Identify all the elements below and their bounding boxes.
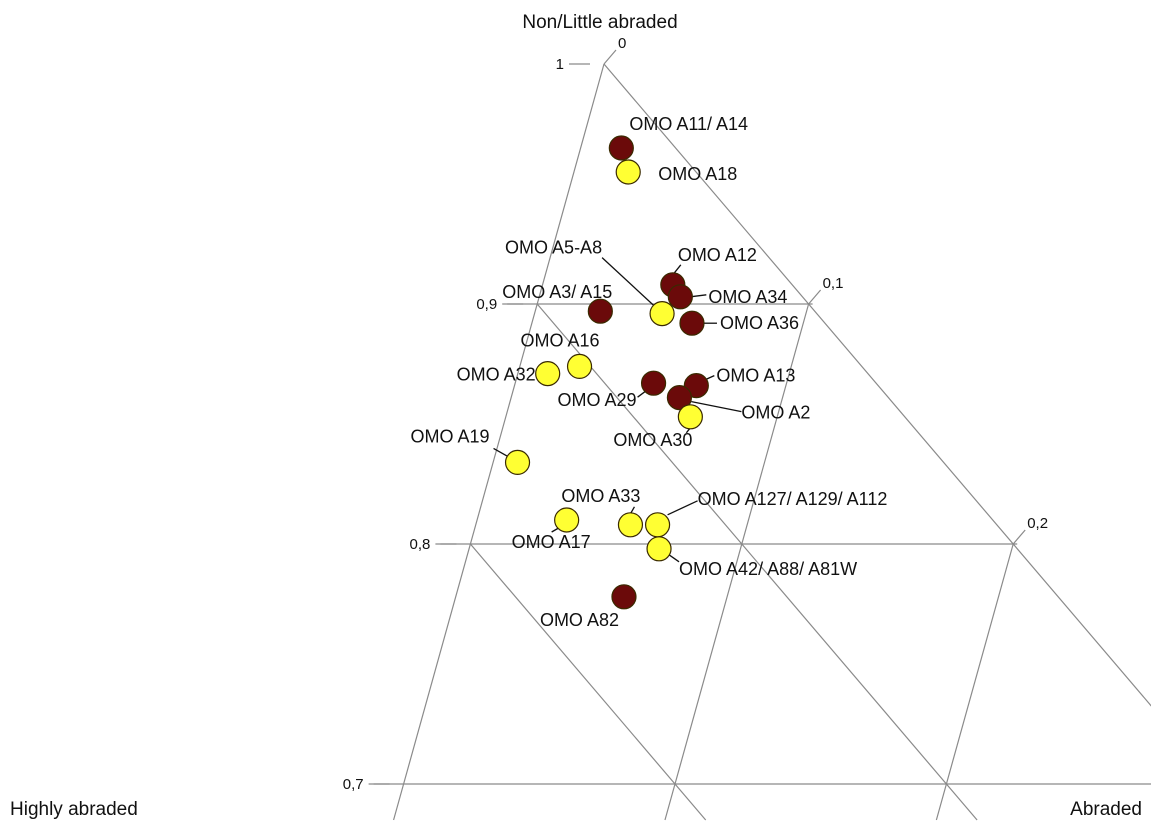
data-point	[667, 284, 693, 310]
data-point	[504, 449, 531, 475]
data-point	[677, 404, 703, 430]
leader-line	[551, 527, 559, 533]
point-label: OMO A36	[720, 313, 799, 333]
tick-label-top-0.8: 0,8	[410, 536, 431, 553]
data-point	[649, 301, 675, 327]
tick-label-top-0.7: 0,7	[343, 776, 364, 793]
grid-layer	[373, 63, 1151, 821]
data-point	[566, 353, 593, 379]
point-label: OMO A34	[708, 287, 787, 307]
triangle-right-edge	[603, 63, 1151, 707]
point-label: OMO A13	[716, 366, 795, 386]
leader-line	[667, 500, 698, 516]
leader-line	[691, 400, 742, 413]
vertex-label-right: Abraded	[1070, 799, 1142, 820]
tick-label-top-0.9: 0,9	[476, 296, 497, 313]
point-label: OMO A12	[678, 245, 757, 265]
data-point	[617, 512, 644, 538]
data-point	[646, 536, 672, 562]
data-point	[644, 512, 671, 538]
tick-mark-right-0	[603, 49, 617, 65]
triangle-left-edge	[393, 63, 605, 821]
data-point	[554, 507, 580, 533]
tick-label-top-1: 1	[556, 56, 564, 73]
point-label: OMO A5-A8	[505, 238, 602, 258]
tick-label-right-0: 0	[618, 35, 626, 52]
leader-line	[690, 294, 707, 298]
data-point	[587, 298, 613, 324]
leader-line	[668, 554, 680, 563]
point-label: OMO A18	[658, 164, 737, 184]
point-label-layer: OMO A11/ A14 OMO A18 OMO A12 OMO A34 OMO A5-…	[411, 114, 888, 630]
point-label: OMO A19	[411, 426, 490, 446]
gridline-right-0.1	[664, 303, 810, 821]
gridline-right-0.2	[935, 543, 1014, 821]
vertex-label-top: Non/Little abraded	[522, 12, 677, 33]
tick-label-right-0.2: 0,2	[1027, 515, 1048, 532]
point-label: OMO A3/ A15	[502, 282, 612, 302]
point-label: OMO A32	[457, 365, 536, 385]
points-layer	[504, 135, 709, 610]
gridline-left-0.1	[536, 303, 978, 821]
point-label: OMO A11/ A14	[629, 114, 748, 134]
data-point	[535, 361, 561, 387]
leader-line	[637, 390, 646, 398]
data-point	[608, 135, 634, 161]
point-label: OMO A17	[512, 532, 591, 552]
data-point	[640, 370, 667, 396]
point-label: OMO A33	[561, 486, 640, 506]
point-label: OMO A30	[613, 430, 692, 450]
point-label: OMO A29	[558, 390, 637, 410]
point-label: OMO A2	[741, 403, 810, 423]
point-label: OMO A42/ A88/ A81W	[679, 559, 857, 579]
tick-mark-right-0.2	[1012, 529, 1026, 545]
point-label: OMO A127/ A129/ A112	[698, 489, 888, 509]
leader-line	[601, 257, 657, 309]
tick-layer: 10,90,80,700,10,20, 3	[343, 35, 1048, 793]
tick-label-right-0.1: 0,1	[823, 275, 844, 292]
data-point	[615, 159, 641, 185]
vertex-label-left: Highly abraded	[10, 799, 138, 820]
data-point	[679, 310, 705, 336]
data-point	[611, 584, 637, 610]
gridline-left-0.2	[469, 543, 707, 821]
data-point	[666, 385, 693, 411]
point-label: OMO A82	[540, 610, 619, 630]
point-label: OMO A16	[521, 330, 600, 350]
tick-mark-right-0.1	[808, 289, 822, 305]
